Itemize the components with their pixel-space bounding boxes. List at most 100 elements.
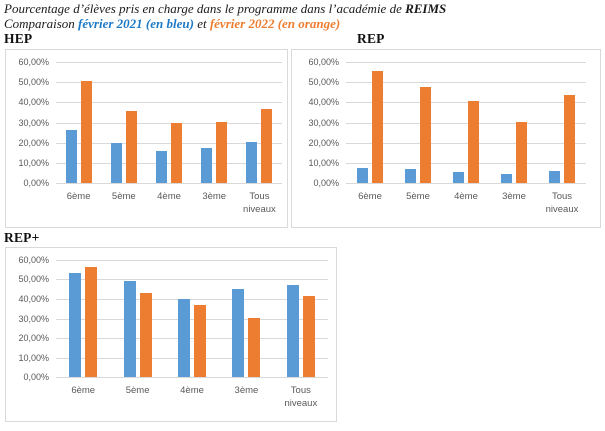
y-axis-tick: 30,00% xyxy=(308,117,339,128)
y-axis-tick: 0,00% xyxy=(23,178,49,188)
y-axis-tick: 20,00% xyxy=(308,137,339,148)
bar-group-5ème xyxy=(101,62,146,183)
y-axis-tick: 50,00% xyxy=(18,77,49,88)
bar-group-6ème xyxy=(56,62,101,183)
bar-février-2021-tous-niveaux xyxy=(549,171,560,183)
x-axis-labels: 6ème 5ème 4ème 3ème Tous niveaux xyxy=(346,183,586,216)
gridline xyxy=(56,183,282,184)
bar-février-2022-6ème xyxy=(80,80,92,183)
plot-area-rep: 60,00% 50,00% 40,00% 30,00% 20,00% 10,00% 0,00… xyxy=(308,57,586,215)
x-axis-label: 6ème xyxy=(66,191,91,202)
bar-group-tous-niveaux xyxy=(237,62,282,183)
bar-février-2021-4ème xyxy=(178,298,191,377)
gridline xyxy=(56,318,328,320)
plot-area-rep-plus: 60,00% 50,00% 40,00% 30,00% 20,00% 10,00% 0,00… xyxy=(18,255,328,409)
bar-février-2021-4ème xyxy=(453,172,464,183)
bar-février-2022-tous-niveaux xyxy=(564,95,575,183)
gridline xyxy=(346,142,586,144)
gridline xyxy=(56,279,328,281)
y-axis-tick: 20,00% xyxy=(18,332,49,343)
subtitle-et: et xyxy=(193,16,210,31)
gridline xyxy=(56,357,328,359)
bar-février-2021-6ème xyxy=(69,272,82,377)
gridline xyxy=(346,102,586,104)
y-axis-tick: 50,00% xyxy=(308,77,339,88)
gridline xyxy=(56,122,282,124)
bar-février-2022-5ème xyxy=(125,111,137,183)
bar-group-6ème xyxy=(346,62,394,183)
bar-group-4ème xyxy=(165,260,219,377)
gridline xyxy=(56,142,282,144)
x-axis-label: 4ème xyxy=(454,191,478,202)
chart-rep-plus: 60,00% 50,00% 40,00% 30,00% 20,00% 10,00% 0,00… xyxy=(5,247,337,422)
x-axis-label: 6ème xyxy=(358,191,382,202)
subtitle-feb-2022: février 2022 (en orange) xyxy=(209,16,341,31)
bar-series-area xyxy=(346,62,586,183)
x-axis-label: 3ème xyxy=(502,191,526,202)
plot-area-hep: 60,00% 50,00% 40,00% 30,00% 20,00% 10,00% 0,00… xyxy=(18,57,282,215)
x-axis-label: 5ème xyxy=(125,385,150,396)
bar-février-2021-5ème xyxy=(405,169,416,183)
bar-février-2022-6ème xyxy=(372,71,383,183)
bar-group-3ème xyxy=(490,62,538,183)
report-title-academy: REIMS xyxy=(405,1,447,16)
bar-février-2021-tous-niveaux xyxy=(246,142,258,183)
y-axis-tick: 20,00% xyxy=(18,137,49,148)
bar-group-6ème xyxy=(56,260,110,377)
bar-février-2022-tous-niveaux xyxy=(302,295,315,377)
y-axis-tick: 10,00% xyxy=(18,352,49,363)
y-axis-tick: 40,00% xyxy=(18,97,49,108)
x-axis-label: Tous niveaux xyxy=(545,191,579,215)
bar-group-5ème xyxy=(110,260,164,377)
bar-group-3ème xyxy=(192,62,237,183)
bar-group-4ème xyxy=(146,62,191,183)
y-axis-tick: 60,00% xyxy=(18,255,49,265)
x-axis-label: 3ème xyxy=(202,191,227,202)
bar-group-4ème xyxy=(442,62,490,183)
bar-février-2022-6ème xyxy=(85,267,98,377)
y-axis-tick: 60,00% xyxy=(18,57,49,67)
bar-février-2022-4ème xyxy=(194,304,207,377)
y-axis-tick: 50,00% xyxy=(18,274,49,285)
y-axis-tick: 40,00% xyxy=(18,293,49,304)
x-axis-label: 3ème xyxy=(234,385,259,396)
y-axis-tick: 40,00% xyxy=(308,97,339,108)
gridline xyxy=(56,298,328,300)
y-axis-tick: 60,00% xyxy=(308,57,339,67)
gridline xyxy=(346,82,586,84)
y-axis-tick: 10,00% xyxy=(18,157,49,168)
bar-février-2021-tous-niveaux xyxy=(286,285,299,377)
y-axis-tick: 0,00% xyxy=(313,178,339,188)
report-title: Pourcentage d’élèves pris en charge dans… xyxy=(4,1,446,16)
x-axis-labels: 6ème 5ème 4ème 3ème Tous niveaux xyxy=(56,183,282,216)
bar-series-area xyxy=(56,62,282,183)
x-axis-label: 5ème xyxy=(406,191,430,202)
x-axis-label: Tous niveaux xyxy=(243,191,276,215)
bar-février-2022-3ème xyxy=(516,122,527,183)
x-axis-label: 4ème xyxy=(180,385,204,396)
gridline xyxy=(56,260,328,261)
y-axis-tick: 10,00% xyxy=(308,157,339,168)
bar-février-2022-5ème xyxy=(420,87,431,183)
gridline xyxy=(56,102,282,104)
gridline xyxy=(56,82,282,84)
bar-février-2022-3ème xyxy=(216,122,228,183)
y-axis-tick: 30,00% xyxy=(18,313,49,324)
subtitle-prefix: Comparaison xyxy=(4,16,79,31)
bar-group-tous-niveaux xyxy=(538,62,586,183)
chart-hep: 60,00% 50,00% 40,00% 30,00% 20,00% 10,00% 0,00… xyxy=(5,49,288,228)
bar-février-2021-4ème xyxy=(156,150,167,183)
bar-février-2022-4ème xyxy=(468,101,479,183)
x-axis-labels: 6ème 5ème 4ème 3ème Tous niveaux xyxy=(56,377,328,410)
gridline xyxy=(56,162,282,164)
gridline xyxy=(346,183,586,184)
chart-title-rep: REP xyxy=(357,31,385,46)
x-axis-label: 6ème xyxy=(71,385,96,396)
bar-février-2022-4ème xyxy=(171,123,182,183)
gridline xyxy=(346,162,586,164)
x-axis-label: 4ème xyxy=(157,191,181,202)
gridline xyxy=(56,377,328,378)
gridline xyxy=(56,337,328,339)
gridline xyxy=(346,122,586,124)
